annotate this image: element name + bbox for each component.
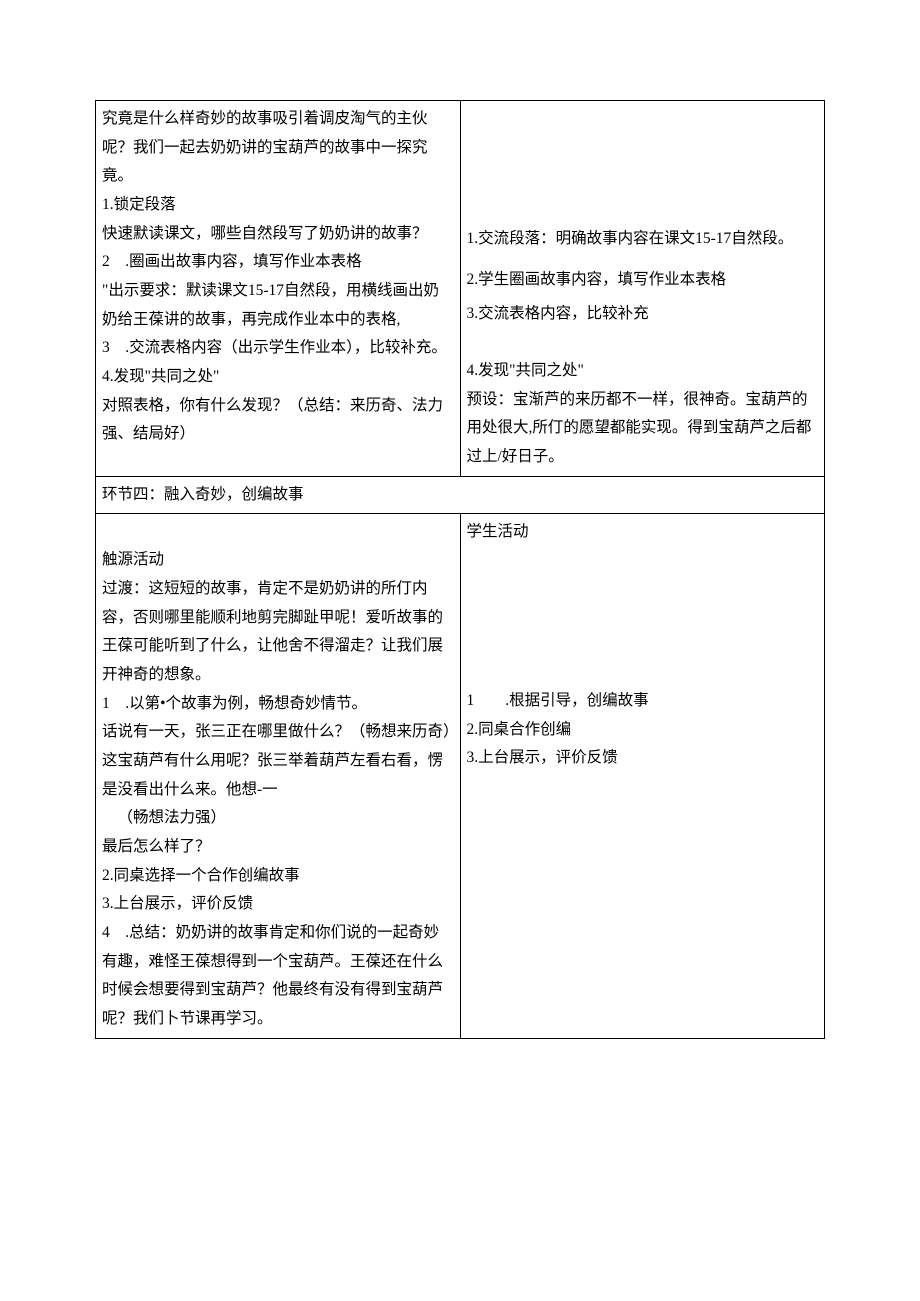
section-heading: 环节四：融入奇妙，创编故事 — [102, 481, 818, 510]
paragraph: （畅想法力强） — [102, 804, 454, 833]
paragraph: 话说有一天，张三正在哪里做什么？（畅想来历奇） — [102, 718, 454, 747]
paragraph: 快速默读课文，哪些自然段写了奶奶讲的故事？ — [102, 220, 454, 249]
paragraph: 3 .交流表格内容（出示学生作业本），比较补充。 — [102, 334, 454, 363]
paragraph: 1.锁定段落 — [102, 191, 454, 220]
paragraph: 3.上台展示，评价反馈 — [102, 890, 454, 919]
paragraph: 3.上台展示，评价反馈 — [467, 744, 819, 773]
paragraph: 究竟是什么样奇妙的故事吸引着调皮淘气的主伙呢？我们一起去奶奶讲的宝葫芦的故事中一… — [102, 105, 454, 191]
paragraph: "出示要求：默读课文15-17自然段，用横线画出奶奶给王葆讲的故事，再完成作业本… — [102, 277, 454, 334]
paragraph: 4.发现"共同之处" — [467, 357, 819, 386]
paragraph: 3.交流表格内容，比较补充 — [467, 300, 819, 329]
paragraph: 2 .圈画出故事内容，填写作业本表格 — [102, 248, 454, 277]
paragraph: 2.同桌选择一个合作创编故事 — [102, 862, 454, 891]
paragraph: 1.交流段落：明确故事内容在课文15-17自然段。 — [467, 225, 819, 254]
paragraph: 学生活动 — [467, 518, 819, 547]
paragraph: 4.发现"共同之处" — [102, 363, 454, 392]
paragraph: 预设：宝渐芦的来历都不一样，很神奇。宝葫芦的用处很大,所仃的愿望都能实现。得到宝… — [467, 386, 819, 472]
lesson-plan-table: 究竟是什么样奇妙的故事吸引着调皮淘气的主伙呢？我们一起去奶奶讲的宝葫芦的故事中一… — [95, 100, 825, 1039]
table-row: 环节四：融入奇妙，创编故事 — [96, 476, 825, 514]
cell-teacher-activity-1: 究竟是什么样奇妙的故事吸引着调皮淘气的主伙呢？我们一起去奶奶讲的宝葫芦的故事中一… — [96, 101, 461, 477]
paragraph: 4 .总结：奶奶讲的故事肯定和你们说的一起奇妙有趣，难怪王葆想得到一个宝葫芦。王… — [102, 919, 454, 1034]
paragraph: 过渡：这短短的故事，肯定不是奶奶讲的所仃内容，否则哪里能顺利地剪完脚趾甲呢！爱听… — [102, 575, 454, 690]
paragraph: 对照表格，你有什么发现？（总结：来历奇、法力强、结局好） — [102, 392, 454, 449]
cell-teacher-activity-2: 触源活动 过渡：这短短的故事，肯定不是奶奶讲的所仃内容，否则哪里能顺利地剪完脚趾… — [96, 514, 461, 1038]
paragraph: 2.学生圈画故事内容，填写作业本表格 — [467, 266, 819, 295]
cell-student-activity-2: 学生活动 1 .根据引导，创编故事 2.同桌合作创编 3.上台展示，评价反馈 — [460, 514, 825, 1038]
paragraph: 1 .根据引导，创编故事 — [467, 687, 819, 716]
paragraph: 触源活动 — [102, 546, 454, 575]
cell-student-activity-1: 1.交流段落：明确故事内容在课文15-17自然段。 2.学生圈画故事内容，填写作… — [460, 101, 825, 477]
paragraph: 2.同桌合作创编 — [467, 716, 819, 745]
cell-section-heading: 环节四：融入奇妙，创编故事 — [96, 476, 825, 514]
paragraph: 最后怎么样了？ — [102, 833, 454, 862]
table-row: 究竟是什么样奇妙的故事吸引着调皮淘气的主伙呢？我们一起去奶奶讲的宝葫芦的故事中一… — [96, 101, 825, 477]
table-row: 触源活动 过渡：这短短的故事，肯定不是奶奶讲的所仃内容，否则哪里能顺利地剪完脚趾… — [96, 514, 825, 1038]
paragraph: 1 .以第•个故事为例，畅想奇妙情节。 — [102, 690, 454, 719]
paragraph: 这宝葫芦有什么用呢？张三举着葫芦左看右看，愣是没看出什么来。他想-一 — [102, 747, 454, 804]
